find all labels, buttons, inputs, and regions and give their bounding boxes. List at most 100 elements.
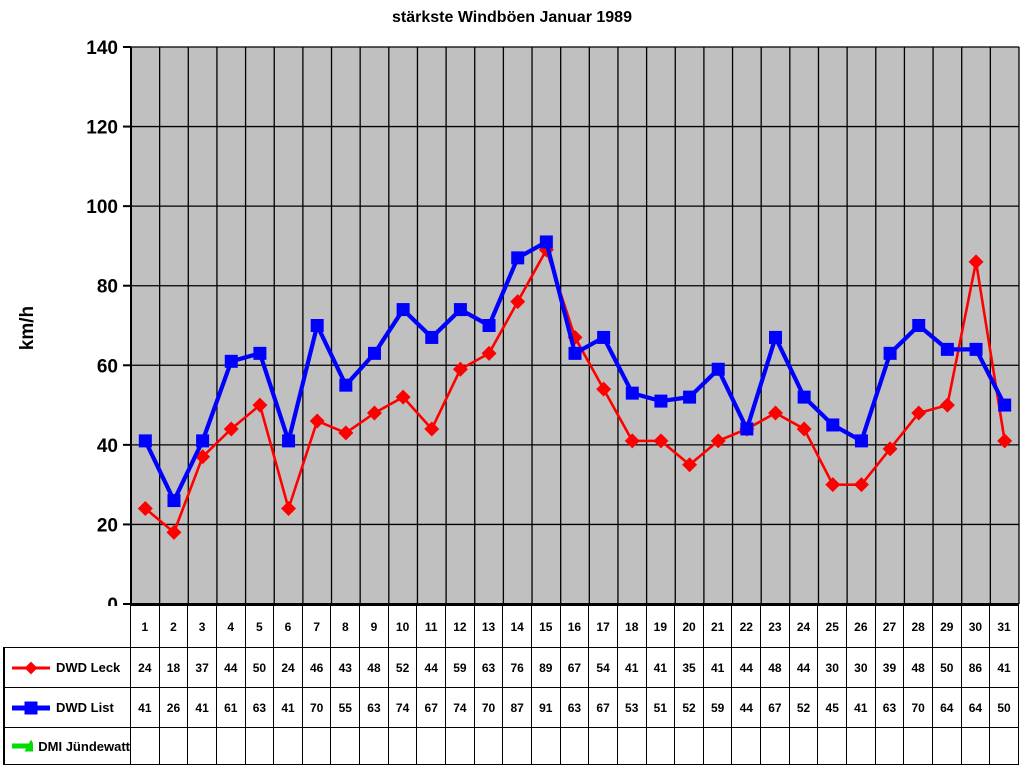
table-value-cell: 41 [646,648,676,688]
table-value-cell: 67 [417,688,447,728]
table-value-cell: 74 [388,688,418,728]
table-value-cell: 89 [531,648,561,688]
table-value-cell: 18 [159,648,189,688]
day-header-cell: 17 [589,604,618,648]
table-value-cell [961,728,991,765]
day-header-cell: 30 [961,604,991,648]
table-value-cell: 67 [589,688,618,728]
table-value-cell: 61 [216,688,246,728]
table-value-cell: 86 [961,648,991,688]
table-value-cell: 59 [703,688,733,728]
table-value-cell: 43 [331,648,361,688]
data-point-marker [395,389,411,405]
data-point-marker [796,421,812,437]
data-point-marker [625,386,639,400]
day-header-cell: 14 [503,604,532,648]
table-value-cell: 41 [131,688,160,728]
table-value-cell: 64 [961,688,991,728]
day-header-cell: 3 [188,604,217,648]
table-value-cell [531,728,561,765]
data-point-marker [969,342,983,356]
table-value-cell [446,728,475,765]
plot-background [131,47,1019,604]
data-point-marker [597,330,611,344]
day-header-cell: 4 [216,604,246,648]
day-header-cell: 12 [446,604,475,648]
table-value-cell [789,728,819,765]
data-point-marker [310,319,324,332]
data-point-marker [166,524,182,540]
data-point-marker [854,434,868,448]
day-header-cell: 22 [732,604,762,648]
table-value-cell: 41 [990,648,1019,688]
y-axis-tick-label: 20 [97,515,118,536]
table-value-cell [875,728,905,765]
legend-row-dwd-leck: DWD Leck [3,648,131,688]
data-point-marker [826,418,840,432]
table-value-cell: 63 [474,648,504,688]
day-header-cell: 8 [331,604,361,648]
table-value-cell [589,728,618,765]
table-value-cell: 63 [875,688,905,728]
data-point-marker [710,433,726,449]
table-value-cell: 41 [188,688,217,728]
data-point-marker [797,390,811,404]
table-value-cell: 44 [216,648,246,688]
data-point-marker [452,361,468,377]
data-point-marker [282,434,296,448]
table-value-cell: 44 [732,648,762,688]
table-value-cell: 35 [675,648,704,688]
table-value-cell: 54 [589,648,618,688]
data-table: 1 2 3 4 5 6 7 8 9 10 11 12 13 14 15 16 17 18 19 20 21 22 23 24 2… [3,604,1019,765]
data-point-marker [453,303,467,317]
table-value-cell: 37 [188,648,217,688]
data-point-marker [309,413,325,429]
data-point-marker [940,342,954,356]
table-value-cell: 63 [360,688,389,728]
table-value-cell [417,728,447,765]
table-value-cell: 41 [617,648,647,688]
data-point-marker [367,346,381,360]
table-value-cell [703,728,733,765]
table-value-cell [990,728,1019,765]
table-value-cell [818,728,848,765]
day-header-cell: 23 [761,604,790,648]
table-value-cell: 55 [331,688,361,728]
table-value-cell [732,728,762,765]
day-header-cell: 1 [131,604,160,648]
table-value-cell: 46 [302,648,332,688]
table-value-cell: 24 [131,648,160,688]
table-value-cell: 44 [417,648,447,688]
table-value-cell: 39 [875,648,905,688]
data-point-marker [366,405,382,421]
data-point-marker [396,303,410,317]
table-value-cell [617,728,647,765]
table-value-cell: 48 [360,648,389,688]
data-point-marker [683,390,697,404]
table-value-cell: 48 [761,648,790,688]
day-header-cell: 5 [245,604,275,648]
data-point-marker [138,434,152,448]
y-axis-tick-label: 0 [107,595,118,606]
legend-marker-square-icon [12,701,50,714]
data-point-marker [196,434,210,448]
data-point-marker [769,330,783,344]
table-value-cell [847,728,876,765]
legend-marker-diamond-icon [12,661,50,674]
table-value-cell: 51 [646,688,676,728]
data-point-marker [511,251,525,265]
table-value-cell: 50 [990,688,1019,728]
data-point-marker [539,235,553,249]
data-point-marker [624,433,640,449]
table-value-cell: 41 [274,688,303,728]
table-value-cell [675,728,704,765]
data-point-marker [882,441,898,457]
data-point-marker [338,425,354,441]
day-header-cell: 11 [417,604,447,648]
day-header-cell: 9 [360,604,389,648]
day-header-cell: 19 [646,604,676,648]
legend-label: DMI Jündewatt [38,738,130,754]
table-value-cell: 52 [789,688,819,728]
data-point-marker [223,421,239,437]
